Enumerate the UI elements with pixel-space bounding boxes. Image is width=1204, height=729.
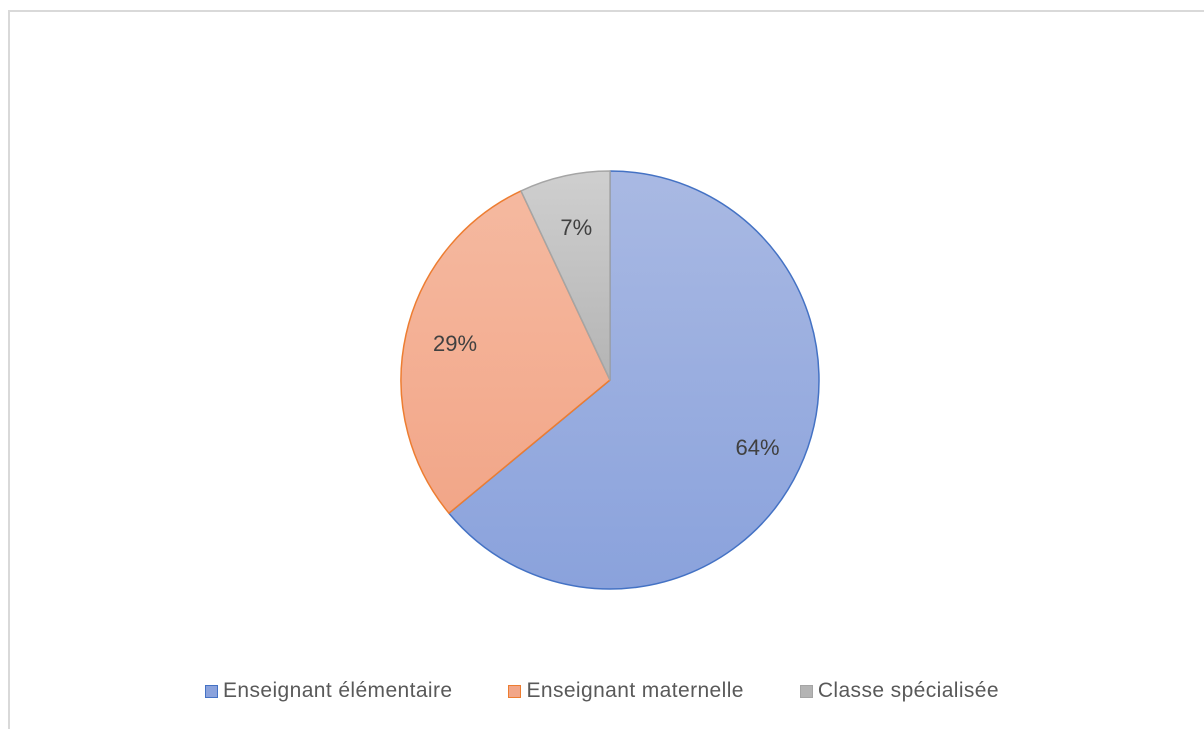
pie-slices — [400, 170, 820, 590]
legend-item: Enseignant maternelle — [508, 679, 743, 703]
legend-swatch — [508, 684, 522, 698]
pie-data-label: 29% — [433, 331, 477, 356]
legend-item: Classe spécialisée — [799, 679, 999, 703]
pie-slice — [400, 190, 611, 514]
legend-swatch — [205, 684, 219, 698]
pie-slice — [448, 170, 820, 590]
pie-data-label: 7% — [560, 215, 592, 240]
pie-data-labels: 64% 29% 7% — [433, 215, 780, 460]
chart-frame — [8, 10, 1204, 729]
legend-swatch — [799, 684, 813, 698]
pie-data-label: 64% — [735, 435, 779, 460]
legend-label: Enseignant maternelle — [526, 679, 744, 702]
legend-label: Classe spécialisée — [817, 679, 999, 702]
legend-item: Enseignant élémentaire — [205, 679, 452, 703]
pie-slice — [520, 170, 611, 381]
legend-label: Enseignant élémentaire — [223, 679, 453, 702]
legend: Enseignant élémentaire Enseignant matern… — [0, 676, 1204, 706]
